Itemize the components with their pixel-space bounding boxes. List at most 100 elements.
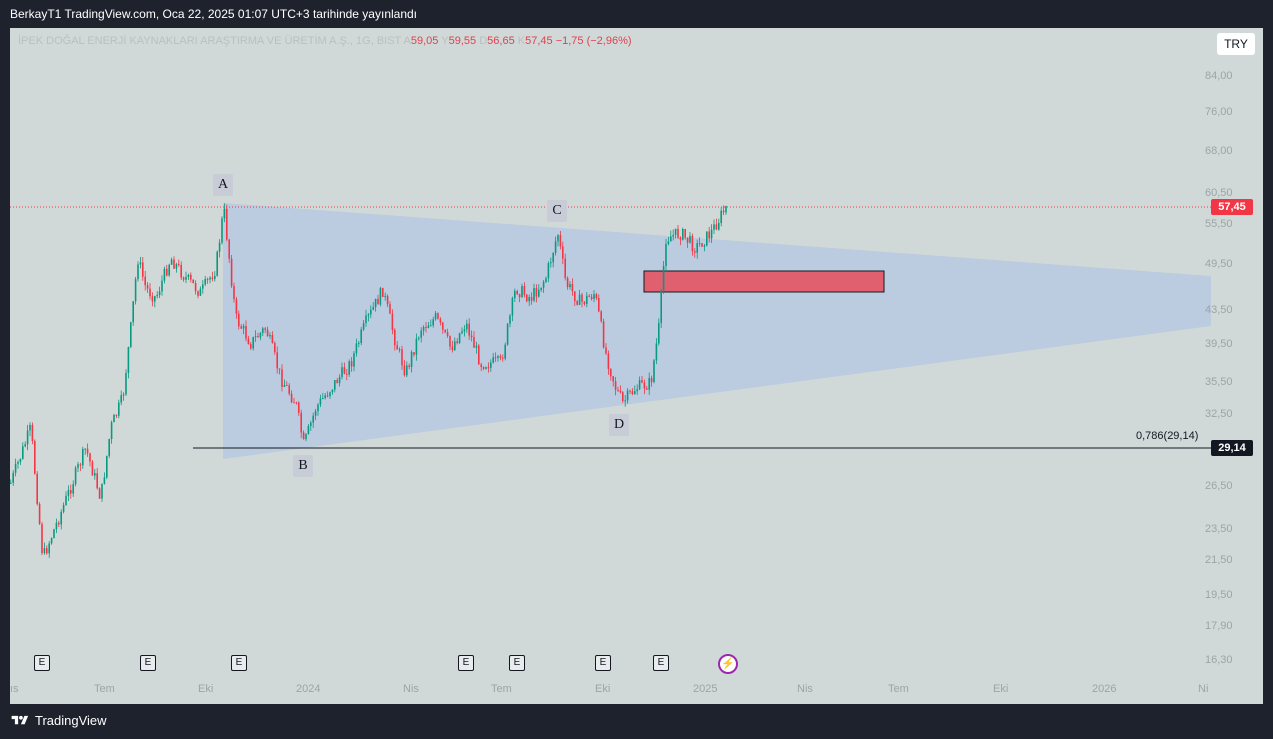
- candle: [269, 335, 271, 337]
- candle: [254, 336, 257, 338]
- candle: [564, 258, 566, 278]
- chart-frame[interactable]: İPEK DOĞAL ENERJİ KAYNAKLARI ARAŞTIRMA V…: [10, 28, 1263, 704]
- candle: [250, 344, 252, 349]
- lightning-icon[interactable]: ⚡: [718, 654, 738, 674]
- candle: [655, 343, 658, 361]
- candle: [257, 336, 259, 338]
- time-tick-label: ıs: [10, 683, 19, 695]
- wave-label-d[interactable]: D: [609, 414, 629, 436]
- candle: [307, 426, 310, 435]
- candle: [65, 495, 67, 506]
- wave-label-c[interactable]: C: [547, 200, 567, 222]
- candle: [636, 389, 638, 392]
- candle: [389, 304, 391, 314]
- candle: [434, 313, 437, 320]
- candle: [36, 473, 38, 505]
- candle: [576, 301, 578, 305]
- candle: [396, 345, 398, 350]
- candle: [346, 373, 348, 375]
- candle: [60, 511, 62, 525]
- candles: [10, 203, 727, 558]
- candle: [262, 328, 264, 333]
- candle: [228, 239, 230, 259]
- candle: [463, 329, 466, 332]
- publish-header: BerkayT1 TradingView.com, Oca 22, 2025 0…: [0, 0, 1273, 28]
- candle: [718, 223, 720, 230]
- candle: [384, 295, 386, 297]
- chart-canvas[interactable]: [10, 28, 1263, 704]
- candle: [612, 376, 614, 382]
- candle: [130, 322, 132, 348]
- earnings-marker[interactable]: E: [509, 655, 525, 671]
- candle: [233, 285, 235, 300]
- candle: [108, 439, 110, 456]
- candle: [168, 264, 170, 276]
- earnings-marker[interactable]: E: [458, 655, 474, 671]
- candle: [180, 264, 182, 278]
- candle: [540, 287, 542, 290]
- candle: [566, 277, 569, 288]
- candle: [17, 461, 19, 464]
- candle: [288, 385, 290, 394]
- candle: [353, 353, 355, 367]
- price-tick-label: 68,00: [1205, 145, 1233, 157]
- resistance-zone[interactable]: [643, 270, 885, 293]
- tradingview-logo[interactable]: TradingView: [10, 713, 107, 728]
- candle: [276, 352, 278, 369]
- candle: [24, 444, 26, 447]
- candle: [403, 365, 406, 376]
- candle: [362, 323, 365, 330]
- triangle-pattern[interactable]: [223, 203, 1211, 459]
- candle: [667, 241, 670, 245]
- candle: [264, 328, 266, 330]
- brand-name: TradingView: [35, 713, 107, 728]
- candle: [386, 295, 389, 305]
- candle: [622, 392, 624, 401]
- candle: [674, 228, 677, 235]
- candle: [122, 394, 125, 396]
- candle: [312, 415, 314, 423]
- earnings-marker[interactable]: E: [34, 655, 50, 671]
- candle: [379, 287, 382, 305]
- candle: [360, 329, 362, 343]
- candle: [302, 432, 305, 440]
- low-value: 56,65: [487, 35, 515, 47]
- candle: [338, 376, 341, 384]
- candle: [89, 453, 91, 462]
- earnings-marker[interactable]: E: [653, 655, 669, 671]
- candle: [574, 291, 576, 302]
- wave-label-b[interactable]: B: [293, 455, 313, 477]
- candle: [432, 319, 434, 326]
- earnings-marker[interactable]: E: [140, 655, 156, 671]
- candle: [478, 345, 480, 365]
- candle: [619, 390, 622, 393]
- candle: [442, 322, 444, 330]
- candle: [19, 458, 22, 462]
- candle: [317, 404, 319, 412]
- candle: [516, 290, 518, 295]
- candle: [547, 263, 550, 279]
- candle: [444, 329, 446, 333]
- tradingview-icon: [11, 715, 29, 725]
- candle: [658, 322, 660, 344]
- candle: [197, 291, 199, 296]
- candle: [509, 315, 511, 324]
- candle: [470, 335, 473, 338]
- time-tick-label: 2025: [693, 683, 718, 695]
- candle: [581, 294, 583, 302]
- wave-label-a[interactable]: A: [213, 174, 233, 196]
- candle: [451, 346, 454, 351]
- time-tick-label: Eki: [198, 683, 214, 695]
- candle: [725, 206, 727, 213]
- price-tick-label: 23,50: [1205, 523, 1233, 535]
- candle: [708, 231, 710, 239]
- candle: [698, 243, 701, 245]
- candle: [394, 330, 396, 346]
- earnings-marker[interactable]: E: [231, 655, 247, 671]
- candle: [163, 268, 166, 281]
- earnings-marker[interactable]: E: [595, 655, 611, 671]
- currency-button[interactable]: TRY: [1217, 33, 1255, 55]
- price-tick-label: 55,50: [1205, 218, 1233, 230]
- candle: [348, 361, 350, 375]
- candle: [322, 398, 324, 400]
